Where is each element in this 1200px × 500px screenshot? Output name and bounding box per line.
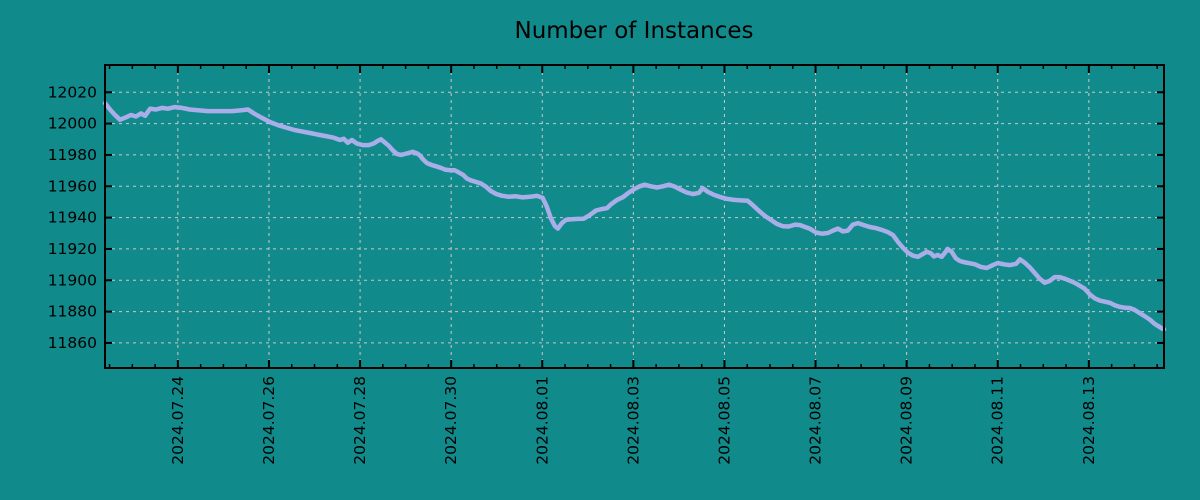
x-tick-label: 2024.08.13 [1080,376,1098,465]
gridlines [105,65,1164,368]
x-tick-label: 2024.07.30 [442,376,460,465]
y-tick-label: 11960 [48,177,97,195]
x-tick-label: 2024.07.26 [260,376,278,465]
x-tick-label: 2024.07.28 [351,376,369,465]
y-tick-label: 11880 [48,303,97,321]
y-tick-label: 11980 [48,146,97,164]
y-tick-label: 11940 [48,209,97,227]
x-tick-label: 2024.07.24 [169,376,187,465]
x-tick-label: 2024.08.09 [898,376,916,465]
y-tick-label: 12020 [48,83,97,101]
y-tick-label: 11900 [48,271,97,289]
y-tick-label: 11920 [48,240,97,258]
x-tick-label: 2024.08.03 [624,376,642,465]
y-tick-label: 11860 [48,334,97,352]
axes [104,64,1165,369]
plot-border [104,64,1165,369]
series-line [102,100,1167,332]
chart-title: Number of Instances [515,18,754,44]
x-tick-label: 2024.08.01 [533,376,551,465]
x-tick-label: 2024.08.05 [715,376,733,465]
x-tick-label: 2024.08.11 [989,376,1007,465]
x-tick-label: 2024.08.07 [807,376,825,465]
tick-labels: 11860 11880 11900 11920 11940 11960 11980 12000… [48,83,1098,464]
y-tick-label: 12000 [48,115,97,133]
line-series [102,100,1167,332]
